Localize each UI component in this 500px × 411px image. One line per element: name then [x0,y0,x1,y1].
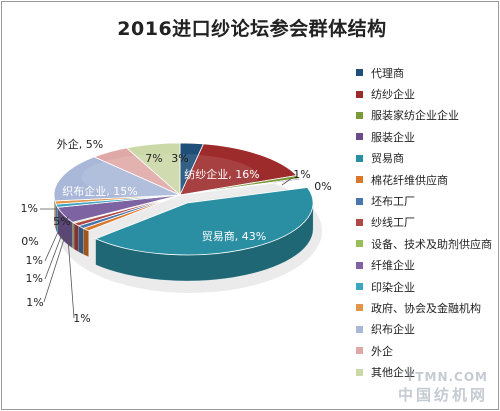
legend-item-纺纱企业[interactable]: 纺纱企业 [356,83,498,104]
watermark-line1: TTMN.COM [405,370,488,384]
legend-item-代理商[interactable]: 代理商 [356,62,498,83]
legend-swatch [356,240,363,248]
data-label-设备-技术及助剂供应商: 0% [21,235,38,248]
pie-slices [53,142,314,256]
legend-label: 贸易商 [371,152,404,166]
legend-item-棉花纤维供应商[interactable]: 棉花纤维供应商 [356,169,498,190]
legend-item-印染企业[interactable]: 印染企业 [356,276,498,297]
legend-label: 设备、技术及助剂供应商 [371,237,492,251]
legend-swatch [356,325,363,333]
legend-swatch [356,304,363,312]
data-label-印染企业: 1% [26,296,43,309]
legend-item-外企[interactable]: 外企 [356,340,498,361]
legend-item-坯布工厂[interactable]: 坯布工厂 [356,190,498,211]
legend-swatch [356,261,363,269]
legend-swatch [356,368,363,376]
slice-织布企业[interactable] [53,156,181,202]
data-label-坯布工厂: 1% [26,254,43,267]
legend-swatch [356,283,363,291]
data-label-服装家纺企业企业: 1% [293,168,310,181]
data-label-纤维企业: 5% [53,215,70,228]
leader-line-政府-协会及金融机构 [67,237,75,319]
legend-label: 坯布工厂 [371,195,415,209]
leader-line-服装家纺企业企业 [281,177,293,186]
legend-item-政府-协会及金融机构[interactable]: 政府、协会及金融机构 [356,297,498,318]
legend-label: 印染企业 [371,280,415,294]
legend-label: 织布企业 [371,323,415,337]
legend-label: 纱线工厂 [371,216,415,230]
legend-item-服装企业[interactable]: 服装企业 [356,126,498,147]
data-label-织布企业: 织布企业, 15% [62,184,137,198]
leader-line-印染企业 [43,235,66,303]
legend-swatch [356,111,363,119]
legend-label: 服装家纺企业企业 [371,109,459,123]
legend-label: 其他企业 [371,366,415,380]
data-label-外企: 外企, 5% [57,137,103,151]
legend-label: 服装企业 [371,130,415,144]
legend-swatch [356,69,363,77]
chart-title: 2016进口纱论坛参会群体结构 [117,18,387,40]
legend: 代理商纺纱企业服装家纺企业企业 服装企业贸易商棉花纤维供应商 坯布工厂纱线工厂设备、… [356,62,498,383]
legend-label: 纺纱企业 [371,88,415,102]
legend-item-设备-技术及助剂供应商[interactable]: 设备、技术及助剂供应商 [356,233,498,254]
data-labels: 3% 纺纱企业, 16% 1% 0% 贸易商, 43% 1% 1% 1% 0% 5% 1% 1% 织布企… [21,137,332,325]
watermark: TTMN.COM 中国纺机网 [398,370,488,405]
legend-swatch [356,347,363,355]
legend-item-其他企业[interactable]: 其他企业 [356,361,498,382]
legend-item-织布企业[interactable]: 织布企业 [356,319,498,340]
legend-item-服装家纺企业企业[interactable]: 服装家纺企业企业 [356,105,498,126]
slice-贸易商[interactable] [94,187,314,256]
legend-swatch [356,176,363,184]
pie-sheen [81,153,259,201]
legend-label: 代理商 [371,66,404,80]
legend-swatch [356,218,363,226]
data-label-纱线工厂: 1% [26,272,43,285]
data-label-政府-协会及金融机构: 1% [73,312,90,325]
legend-swatch [356,90,363,98]
legend-swatch [356,133,363,141]
leader-line-纱线工厂 [44,233,63,280]
legend-item-贸易商[interactable]: 贸易商 [356,148,498,169]
watermark-line2: 中国纺机网 [397,386,488,404]
slice-纺纱企业[interactable] [179,143,298,196]
leader-line-坯布工厂 [44,231,59,262]
data-label-纺纱企业: 纺纱企业, 16% [184,167,259,181]
data-label-棉花纤维供应商: 1% [21,202,38,215]
legend-item-纤维企业[interactable]: 纤维企业 [356,255,498,276]
legend-label: 棉花纤维供应商 [371,173,448,187]
data-label-服装企业: 0% [314,180,331,193]
slice-side-棉花纤维供应商 [83,227,89,258]
legend-swatch [356,197,363,205]
legend-item-纱线工厂[interactable]: 纱线工厂 [356,212,498,233]
legend-label: 纤维企业 [371,259,415,273]
data-label-代理商: 3% [171,152,188,165]
slice-side-坯布工厂 [78,225,84,255]
slice-side-纱线工厂 [73,222,79,253]
slice-服装企业[interactable] [179,178,302,196]
legend-label: 政府、协会及金融机构 [371,301,481,315]
data-label-贸易商: 贸易商, 43% [202,229,266,243]
slice-其他企业[interactable] [125,142,181,196]
legend-label: 外企 [371,344,393,358]
legend-swatch [356,154,363,162]
data-label-其他企业: 7% [145,152,162,165]
